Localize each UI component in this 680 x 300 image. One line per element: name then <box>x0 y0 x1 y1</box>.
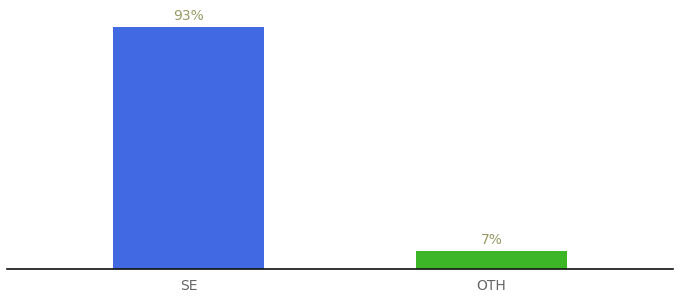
Text: 7%: 7% <box>481 233 503 247</box>
Bar <box>113 26 265 269</box>
Bar <box>415 251 567 269</box>
Text: 93%: 93% <box>173 9 204 22</box>
